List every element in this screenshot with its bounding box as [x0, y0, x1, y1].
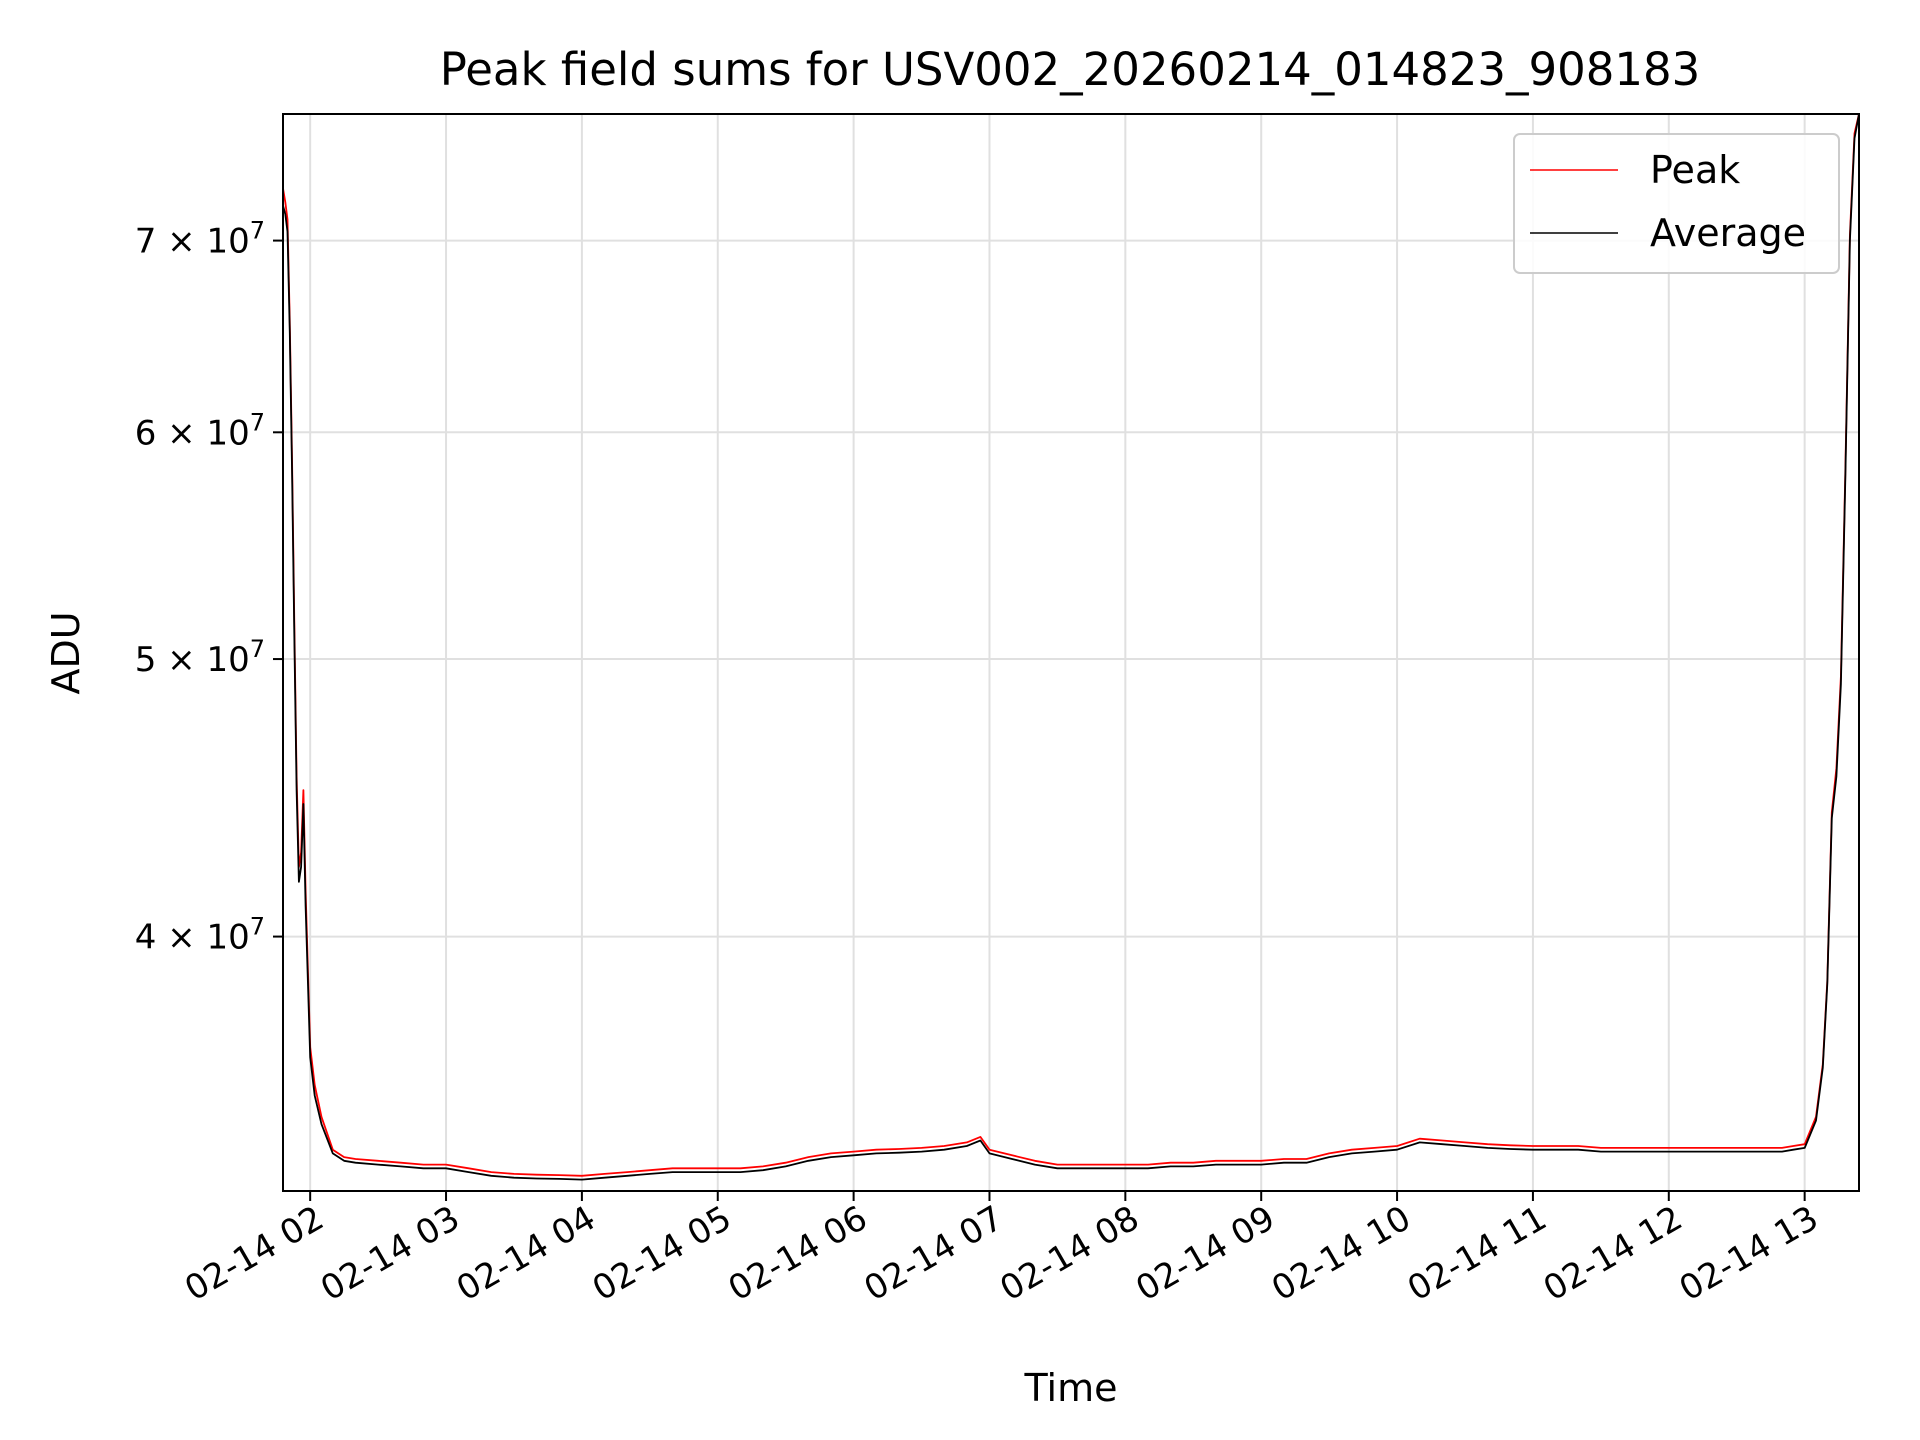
grid — [283, 114, 1859, 1191]
y-axis-ticks: 4 × 107 5 × 107 6 × 107 7 × 107 — [135, 217, 283, 958]
legend: Peak Average — [1513, 133, 1840, 274]
plot-lines — [282, 113, 1860, 1181]
y-tick-label: 4 × 107 — [135, 913, 265, 958]
legend-box — [1513, 133, 1840, 274]
y-tick-label: 6 × 107 — [135, 408, 265, 453]
plot-frame — [282, 113, 1860, 1192]
series-line-peak — [282, 113, 1860, 1177]
chart-title: Peak field sums for USV002_20260214_0148… — [440, 43, 1701, 96]
y-tick-label: 7 × 107 — [135, 217, 265, 262]
series-line-average — [282, 113, 1860, 1181]
y-tick-label: 5 × 107 — [135, 635, 265, 680]
legend-label-average: Average — [1650, 211, 1806, 255]
x-axis-label: Time — [1024, 1366, 1118, 1410]
legend-label-peak: Peak — [1650, 148, 1740, 192]
y-axis-label: ADU — [44, 611, 88, 694]
